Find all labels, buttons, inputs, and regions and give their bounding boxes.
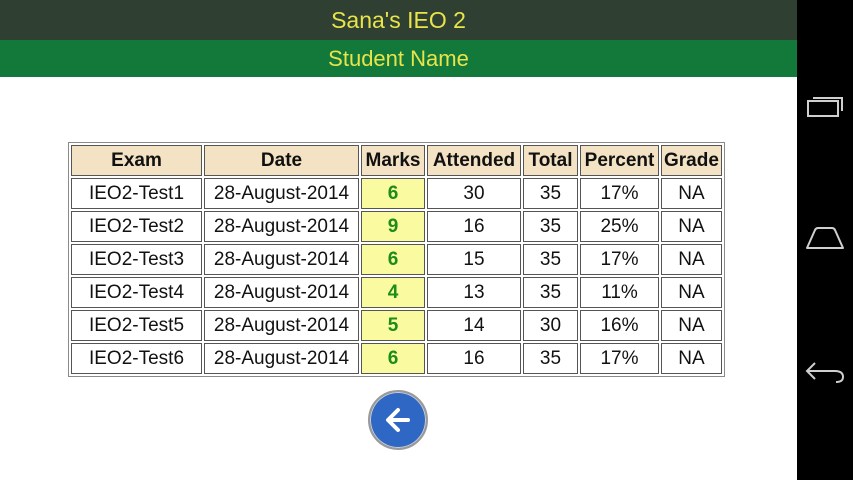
cell-marks: 5 [361,310,425,341]
cell-grade: NA [661,178,722,209]
header-total: Total [523,145,578,176]
cell-exam: IEO2-Test1 [71,178,202,209]
cell-attended: 30 [427,178,521,209]
cell-date: 28-August-2014 [204,310,359,341]
home-icon [806,227,844,249]
results-table: Exam Date Marks Attended Total Percent G… [68,142,725,377]
table-row: IEO2-Test1 28-August-2014 6 30 35 17% NA [71,178,722,209]
cell-grade: NA [661,244,722,275]
cell-percent: 17% [580,178,659,209]
cell-percent: 17% [580,343,659,374]
table-row: IEO2-Test6 28-August-2014 6 16 35 17% NA [71,343,722,374]
recent-apps-button[interactable] [797,76,853,136]
header-marks: Marks [361,145,425,176]
cell-grade: NA [661,343,722,374]
cell-exam: IEO2-Test4 [71,277,202,308]
cell-grade: NA [661,310,722,341]
arrow-left-icon [386,408,410,432]
cell-marks: 9 [361,211,425,242]
cell-date: 28-August-2014 [204,244,359,275]
cell-attended: 16 [427,211,521,242]
table-row: IEO2-Test2 28-August-2014 9 16 35 25% NA [71,211,722,242]
cell-total: 35 [523,277,578,308]
cell-date: 28-August-2014 [204,343,359,374]
cell-marks: 6 [361,244,425,275]
cell-date: 28-August-2014 [204,211,359,242]
cell-percent: 11% [580,277,659,308]
home-button[interactable] [797,208,853,268]
android-nav-bar [797,0,853,480]
header-date: Date [204,145,359,176]
table-header-row: Exam Date Marks Attended Total Percent G… [71,145,722,176]
back-button[interactable] [368,390,428,450]
cell-percent: 16% [580,310,659,341]
recent-apps-icon [807,97,843,117]
cell-date: 28-August-2014 [204,178,359,209]
cell-total: 35 [523,343,578,374]
cell-attended: 13 [427,277,521,308]
table-row: IEO2-Test5 28-August-2014 5 14 30 16% NA [71,310,722,341]
cell-attended: 16 [427,343,521,374]
cell-marks: 4 [361,277,425,308]
cell-grade: NA [661,277,722,308]
header-percent: Percent [580,145,659,176]
cell-attended: 15 [427,244,521,275]
student-name-bar: Student Name [0,40,797,77]
cell-total: 35 [523,244,578,275]
student-name: Student Name [328,45,469,71]
cell-marks: 6 [361,343,425,374]
cell-exam: IEO2-Test2 [71,211,202,242]
cell-exam: IEO2-Test5 [71,310,202,341]
cell-percent: 17% [580,244,659,275]
cell-marks: 6 [361,178,425,209]
table-row: IEO2-Test3 28-August-2014 6 15 35 17% NA [71,244,722,275]
cell-exam: IEO2-Test6 [71,343,202,374]
system-back-button[interactable] [797,341,853,401]
cell-attended: 14 [427,310,521,341]
cell-total: 35 [523,178,578,209]
header-grade: Grade [661,145,722,176]
header-exam: Exam [71,145,202,176]
back-icon [805,362,845,383]
cell-total: 35 [523,211,578,242]
app-screen: Sana's IEO 2 Student Name Exam Date Mark… [0,0,797,450]
table-row: IEO2-Test4 28-August-2014 4 13 35 11% NA [71,277,722,308]
header-attended: Attended [427,145,521,176]
cell-date: 28-August-2014 [204,277,359,308]
app-title: Sana's IEO 2 [331,6,466,33]
cell-exam: IEO2-Test3 [71,244,202,275]
cell-grade: NA [661,211,722,242]
cell-percent: 25% [580,211,659,242]
app-title-bar: Sana's IEO 2 [0,0,797,40]
cell-total: 30 [523,310,578,341]
